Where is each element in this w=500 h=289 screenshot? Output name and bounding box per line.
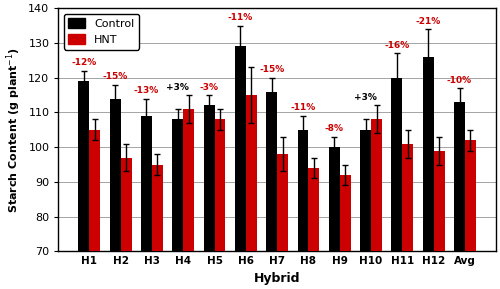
Bar — [235, 47, 246, 289]
Bar — [78, 81, 90, 289]
Text: -11%: -11% — [228, 13, 253, 22]
Bar — [266, 92, 277, 289]
Bar — [204, 105, 214, 289]
Text: -15%: -15% — [259, 65, 284, 74]
Bar — [298, 130, 308, 289]
Bar — [214, 119, 226, 289]
Bar — [422, 57, 434, 289]
Bar — [183, 109, 194, 289]
Bar — [172, 119, 183, 289]
Text: -15%: -15% — [102, 72, 128, 81]
Bar — [246, 95, 257, 289]
Bar — [120, 158, 132, 289]
Bar — [360, 130, 371, 289]
Bar — [340, 175, 350, 289]
Bar — [392, 78, 402, 289]
Text: -11%: -11% — [290, 103, 316, 112]
Text: -3%: -3% — [200, 83, 218, 92]
Bar — [454, 102, 465, 289]
Legend: Control, HNT: Control, HNT — [64, 14, 138, 50]
Bar — [277, 154, 288, 289]
Text: -13%: -13% — [134, 86, 159, 95]
Text: -21%: -21% — [416, 16, 441, 25]
Bar — [152, 164, 163, 289]
Bar — [402, 144, 413, 289]
Text: -8%: -8% — [325, 124, 344, 133]
Bar — [434, 151, 444, 289]
Text: -12%: -12% — [71, 58, 96, 67]
Text: -10%: -10% — [447, 76, 472, 85]
Bar — [465, 140, 476, 289]
Bar — [371, 119, 382, 289]
Bar — [90, 130, 101, 289]
Y-axis label: Starch Content (g plant$^{-1}$): Starch Content (g plant$^{-1}$) — [4, 47, 23, 213]
Text: -16%: -16% — [384, 41, 409, 50]
Text: +3%: +3% — [354, 93, 377, 102]
Bar — [110, 99, 120, 289]
Bar — [329, 147, 340, 289]
X-axis label: Hybrid: Hybrid — [254, 272, 300, 285]
Bar — [308, 168, 320, 289]
Bar — [141, 116, 152, 289]
Text: +3%: +3% — [166, 83, 189, 92]
